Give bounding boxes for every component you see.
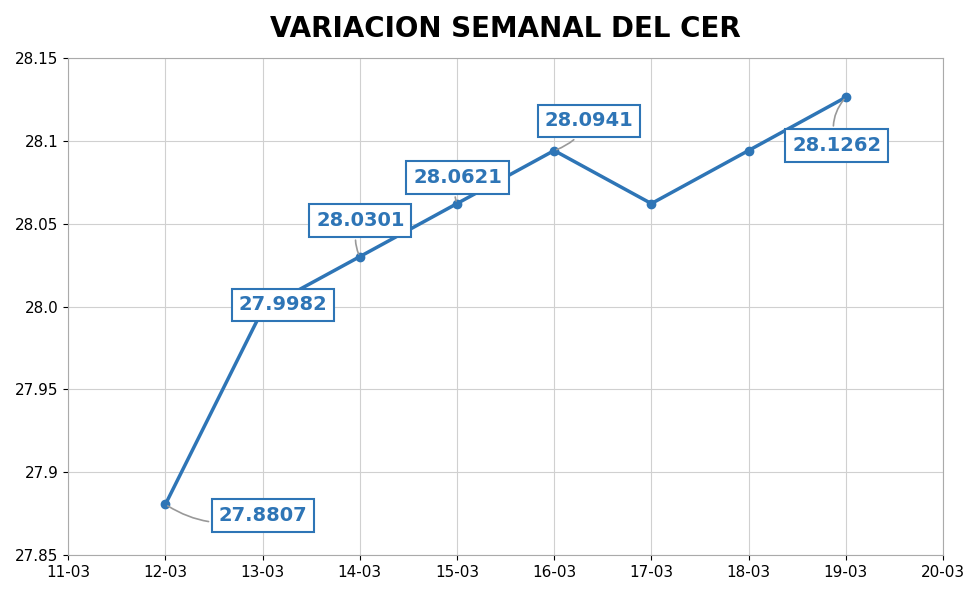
Text: 28.0941: 28.0941 [545,111,633,149]
Text: 27.8807: 27.8807 [168,506,308,525]
Title: VARIACION SEMANAL DEL CER: VARIACION SEMANAL DEL CER [270,15,741,43]
Text: 28.1262: 28.1262 [792,99,881,155]
Text: 28.0621: 28.0621 [414,168,502,201]
Text: 27.9982: 27.9982 [238,295,327,314]
Text: 28.0301: 28.0301 [317,211,405,254]
